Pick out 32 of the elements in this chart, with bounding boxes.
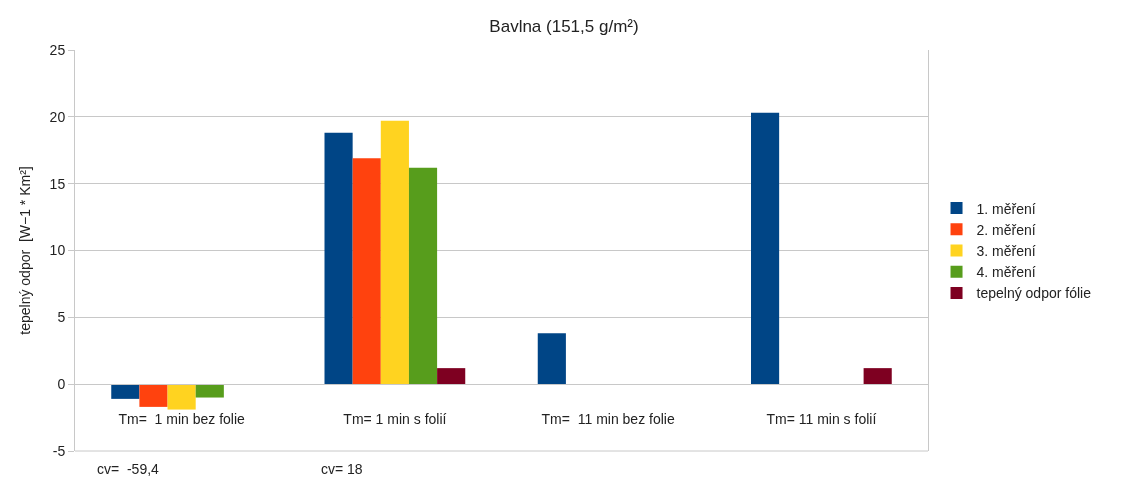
bar <box>380 120 409 385</box>
y-tick-label: 5 <box>57 309 66 326</box>
x-tick-label: Tm= 1 min s folií <box>343 410 447 427</box>
y-tick-label: 20 <box>49 108 66 125</box>
chart-title: Bavlna (151,5 g/m²) <box>489 16 639 36</box>
x-tick-label: Tm= 11 min s folií <box>766 410 877 427</box>
text: cv= 18 <box>321 461 363 477</box>
x-tick-label: Tm= 1 min bez folie <box>118 410 246 427</box>
legend-label: 1. měření <box>976 200 1036 217</box>
bar <box>863 368 892 385</box>
bar <box>167 384 196 410</box>
legend-label: 3. měření <box>976 242 1036 259</box>
bar <box>111 384 140 399</box>
legend-label: 4. měření <box>976 264 1036 281</box>
y-tick-label: -5 <box>52 442 66 459</box>
legend-label: 2. měření <box>976 221 1036 238</box>
y-tick-label: 0 <box>57 376 66 393</box>
bar <box>537 333 566 385</box>
bar <box>751 112 780 385</box>
bar <box>437 368 466 385</box>
y-tick-label: 25 <box>49 41 66 58</box>
x-tick-label: Tm= 11 min bez folie <box>541 410 675 427</box>
text: cv= -59,4 <box>97 461 160 477</box>
bar <box>139 384 168 407</box>
bar <box>195 384 224 398</box>
bar <box>352 158 381 385</box>
y-tick-label: 15 <box>49 175 66 192</box>
bar <box>324 132 353 385</box>
y-axis-title: tepelný odpor [W−1 * Km²] <box>17 166 34 335</box>
bar <box>408 167 438 385</box>
y-tick-label: 10 <box>49 242 66 259</box>
legend-label: tepelný odpor fólie <box>976 285 1092 302</box>
